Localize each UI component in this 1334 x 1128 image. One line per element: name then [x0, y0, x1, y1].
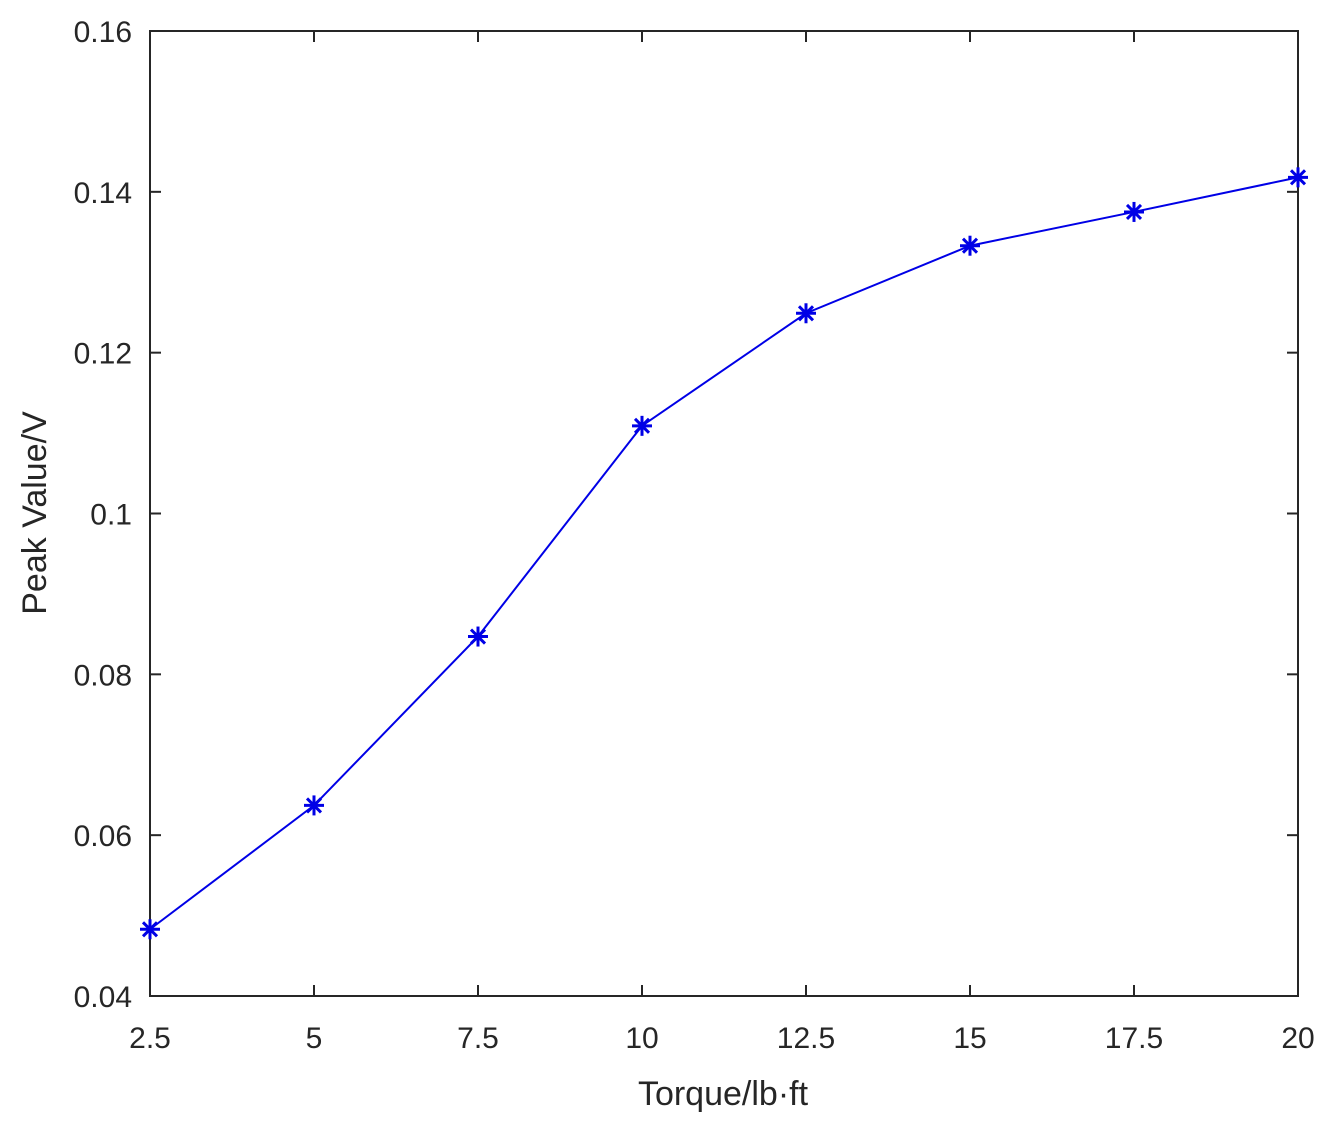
x-tick-label: 20	[1281, 1022, 1314, 1055]
y-axis-title: Peak Value/V	[16, 411, 54, 615]
data-point	[304, 795, 324, 816]
x-tick-label: 17.5	[1105, 1022, 1163, 1055]
y-tick-label: 0.04	[74, 981, 132, 1014]
x-tick-label: 10	[625, 1022, 658, 1055]
x-tick-label: 2.5	[129, 1022, 171, 1055]
data-point	[1288, 167, 1308, 188]
y-tick-label: 0.16	[74, 16, 132, 49]
axis-ticks: 2.5 5 7.5 10 12.5 15 17.5 20 0.04 0.06 0.08 0.1 0.12…	[74, 16, 1315, 1055]
data-point	[796, 303, 816, 324]
data-point	[468, 626, 488, 647]
marker-stroke	[1289, 169, 1307, 186]
data-point	[632, 415, 652, 436]
data-point	[140, 919, 160, 940]
x-axis-title: Torque/lb·ft	[638, 1075, 809, 1113]
y-tick-label: 0.06	[74, 820, 132, 853]
series-layer	[140, 167, 1308, 940]
x-tick-label: 15	[953, 1022, 986, 1055]
y-tick-label: 0.12	[74, 338, 132, 371]
data-point	[960, 235, 980, 256]
marker-stroke	[469, 628, 487, 645]
marker-stroke	[961, 237, 979, 254]
marker-stroke	[633, 417, 651, 434]
marker-stroke	[797, 305, 815, 322]
data-point	[1124, 201, 1144, 222]
marker-stroke	[305, 797, 323, 814]
marker-stroke	[141, 921, 159, 938]
x-tick-label: 7.5	[457, 1022, 499, 1055]
y-tick-label: 0.14	[74, 177, 132, 210]
y-tick-label: 0.08	[74, 659, 132, 692]
y-tick-label: 0.1	[90, 499, 132, 532]
marker-stroke	[1125, 203, 1143, 220]
series-line	[149, 176, 1299, 931]
x-tick-label: 12.5	[777, 1022, 835, 1055]
x-tick-label: 5	[306, 1022, 323, 1055]
